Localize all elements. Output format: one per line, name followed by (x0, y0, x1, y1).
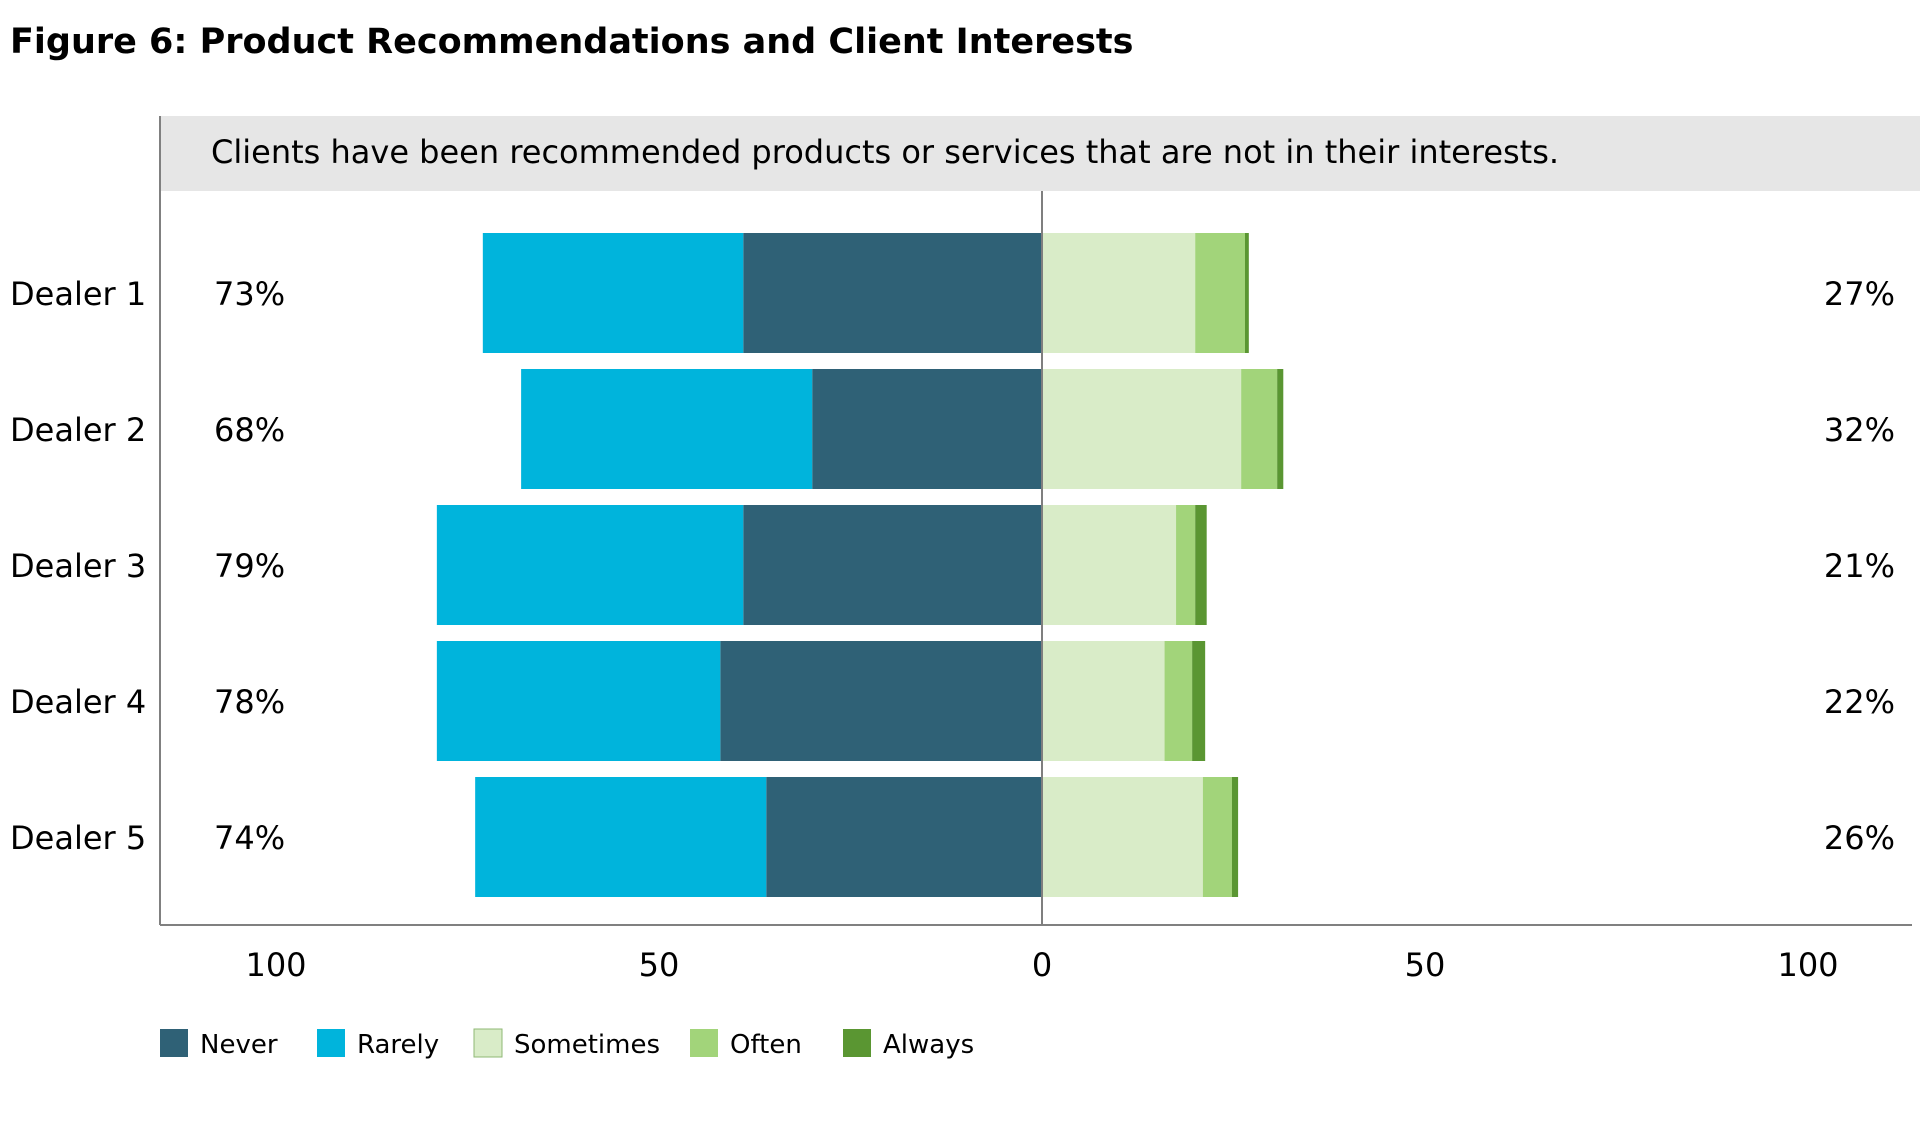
bar-dealer-1-sometimes (1042, 233, 1196, 353)
legend-label-never: Never (200, 1030, 278, 1060)
bar-dealer-5-sometimes (1042, 777, 1203, 897)
right-total-label: 32% (1824, 411, 1895, 449)
bar-dealer-3-sometimes (1042, 505, 1177, 625)
x-tick-label: 0 (1032, 946, 1052, 984)
legend-swatch-often (690, 1029, 718, 1057)
x-tick-label: 100 (245, 946, 306, 984)
bar-dealer-3-never (743, 505, 1042, 625)
left-total-label: 74% (214, 819, 285, 857)
legend-label-rarely: Rarely (357, 1030, 439, 1060)
x-tick-label: 100 (1777, 946, 1838, 984)
category-label: Dealer 1 (10, 275, 146, 313)
bar-dealer-3-always (1195, 505, 1207, 625)
legend-swatch-rarely (317, 1029, 345, 1057)
bar-dealer-2-never (812, 369, 1042, 489)
left-total-label: 79% (214, 547, 285, 585)
figure-title: Figure 6: Product Recommendations and Cl… (10, 22, 1134, 62)
labels-layer: Dealer 1 73% 27% Dealer 2 68% 32% Dealer 3 79% 2… (10, 275, 1895, 857)
right-total-label: 27% (1824, 275, 1895, 313)
legend-swatch-always (843, 1029, 871, 1057)
bar-dealer-4-never (720, 641, 1042, 761)
bar-dealer-2-often (1241, 369, 1278, 489)
bar-dealer-5-always (1231, 777, 1239, 897)
legend-label-always: Always (883, 1030, 974, 1060)
bar-dealer-2-rarely (521, 369, 813, 489)
x-tick-labels: 100 50 0 50 100 (245, 946, 1838, 984)
right-total-label: 26% (1824, 819, 1895, 857)
category-label: Dealer 2 (10, 411, 146, 449)
bar-dealer-3-often (1176, 505, 1196, 625)
bar-dealer-5-often (1202, 777, 1232, 897)
bar-dealer-5-rarely (475, 777, 767, 897)
bar-dealer-4-sometimes (1042, 641, 1165, 761)
left-total-label: 68% (214, 411, 285, 449)
bar-dealer-3-rarely (436, 505, 744, 625)
bar-dealer-2-sometimes (1042, 369, 1242, 489)
category-label: Dealer 4 (10, 683, 146, 721)
bar-dealer-1-rarely (482, 233, 744, 353)
legend-label-often: Often (730, 1030, 802, 1060)
legend-label-sometimes: Sometimes (514, 1030, 660, 1060)
legend-swatch-never (160, 1029, 188, 1057)
legend: Never Rarely Sometimes Often Always (160, 1028, 974, 1060)
bar-dealer-5-never (766, 777, 1042, 897)
bar-dealer-1-always (1244, 233, 1249, 353)
bar-dealer-1-never (743, 233, 1042, 353)
category-label: Dealer 3 (10, 547, 146, 585)
x-tick-label: 50 (639, 946, 680, 984)
statement-banner (161, 116, 1920, 191)
x-tick-label: 50 (1405, 946, 1446, 984)
category-label: Dealer 5 (10, 819, 146, 857)
bar-dealer-4-always (1192, 641, 1206, 761)
bar-dealer-4-rarely (436, 641, 721, 761)
bar-dealer-1-often (1195, 233, 1245, 353)
right-total-label: 21% (1824, 547, 1895, 585)
left-total-label: 73% (214, 275, 285, 313)
legend-swatch-sometimes (473, 1028, 503, 1058)
left-total-label: 78% (214, 683, 285, 721)
bar-dealer-2-always (1277, 369, 1284, 489)
right-total-label: 22% (1824, 683, 1895, 721)
statement-text: Clients have been recommended products o… (211, 133, 1559, 171)
bars-layer (436, 233, 1284, 897)
bar-dealer-4-often (1164, 641, 1193, 761)
